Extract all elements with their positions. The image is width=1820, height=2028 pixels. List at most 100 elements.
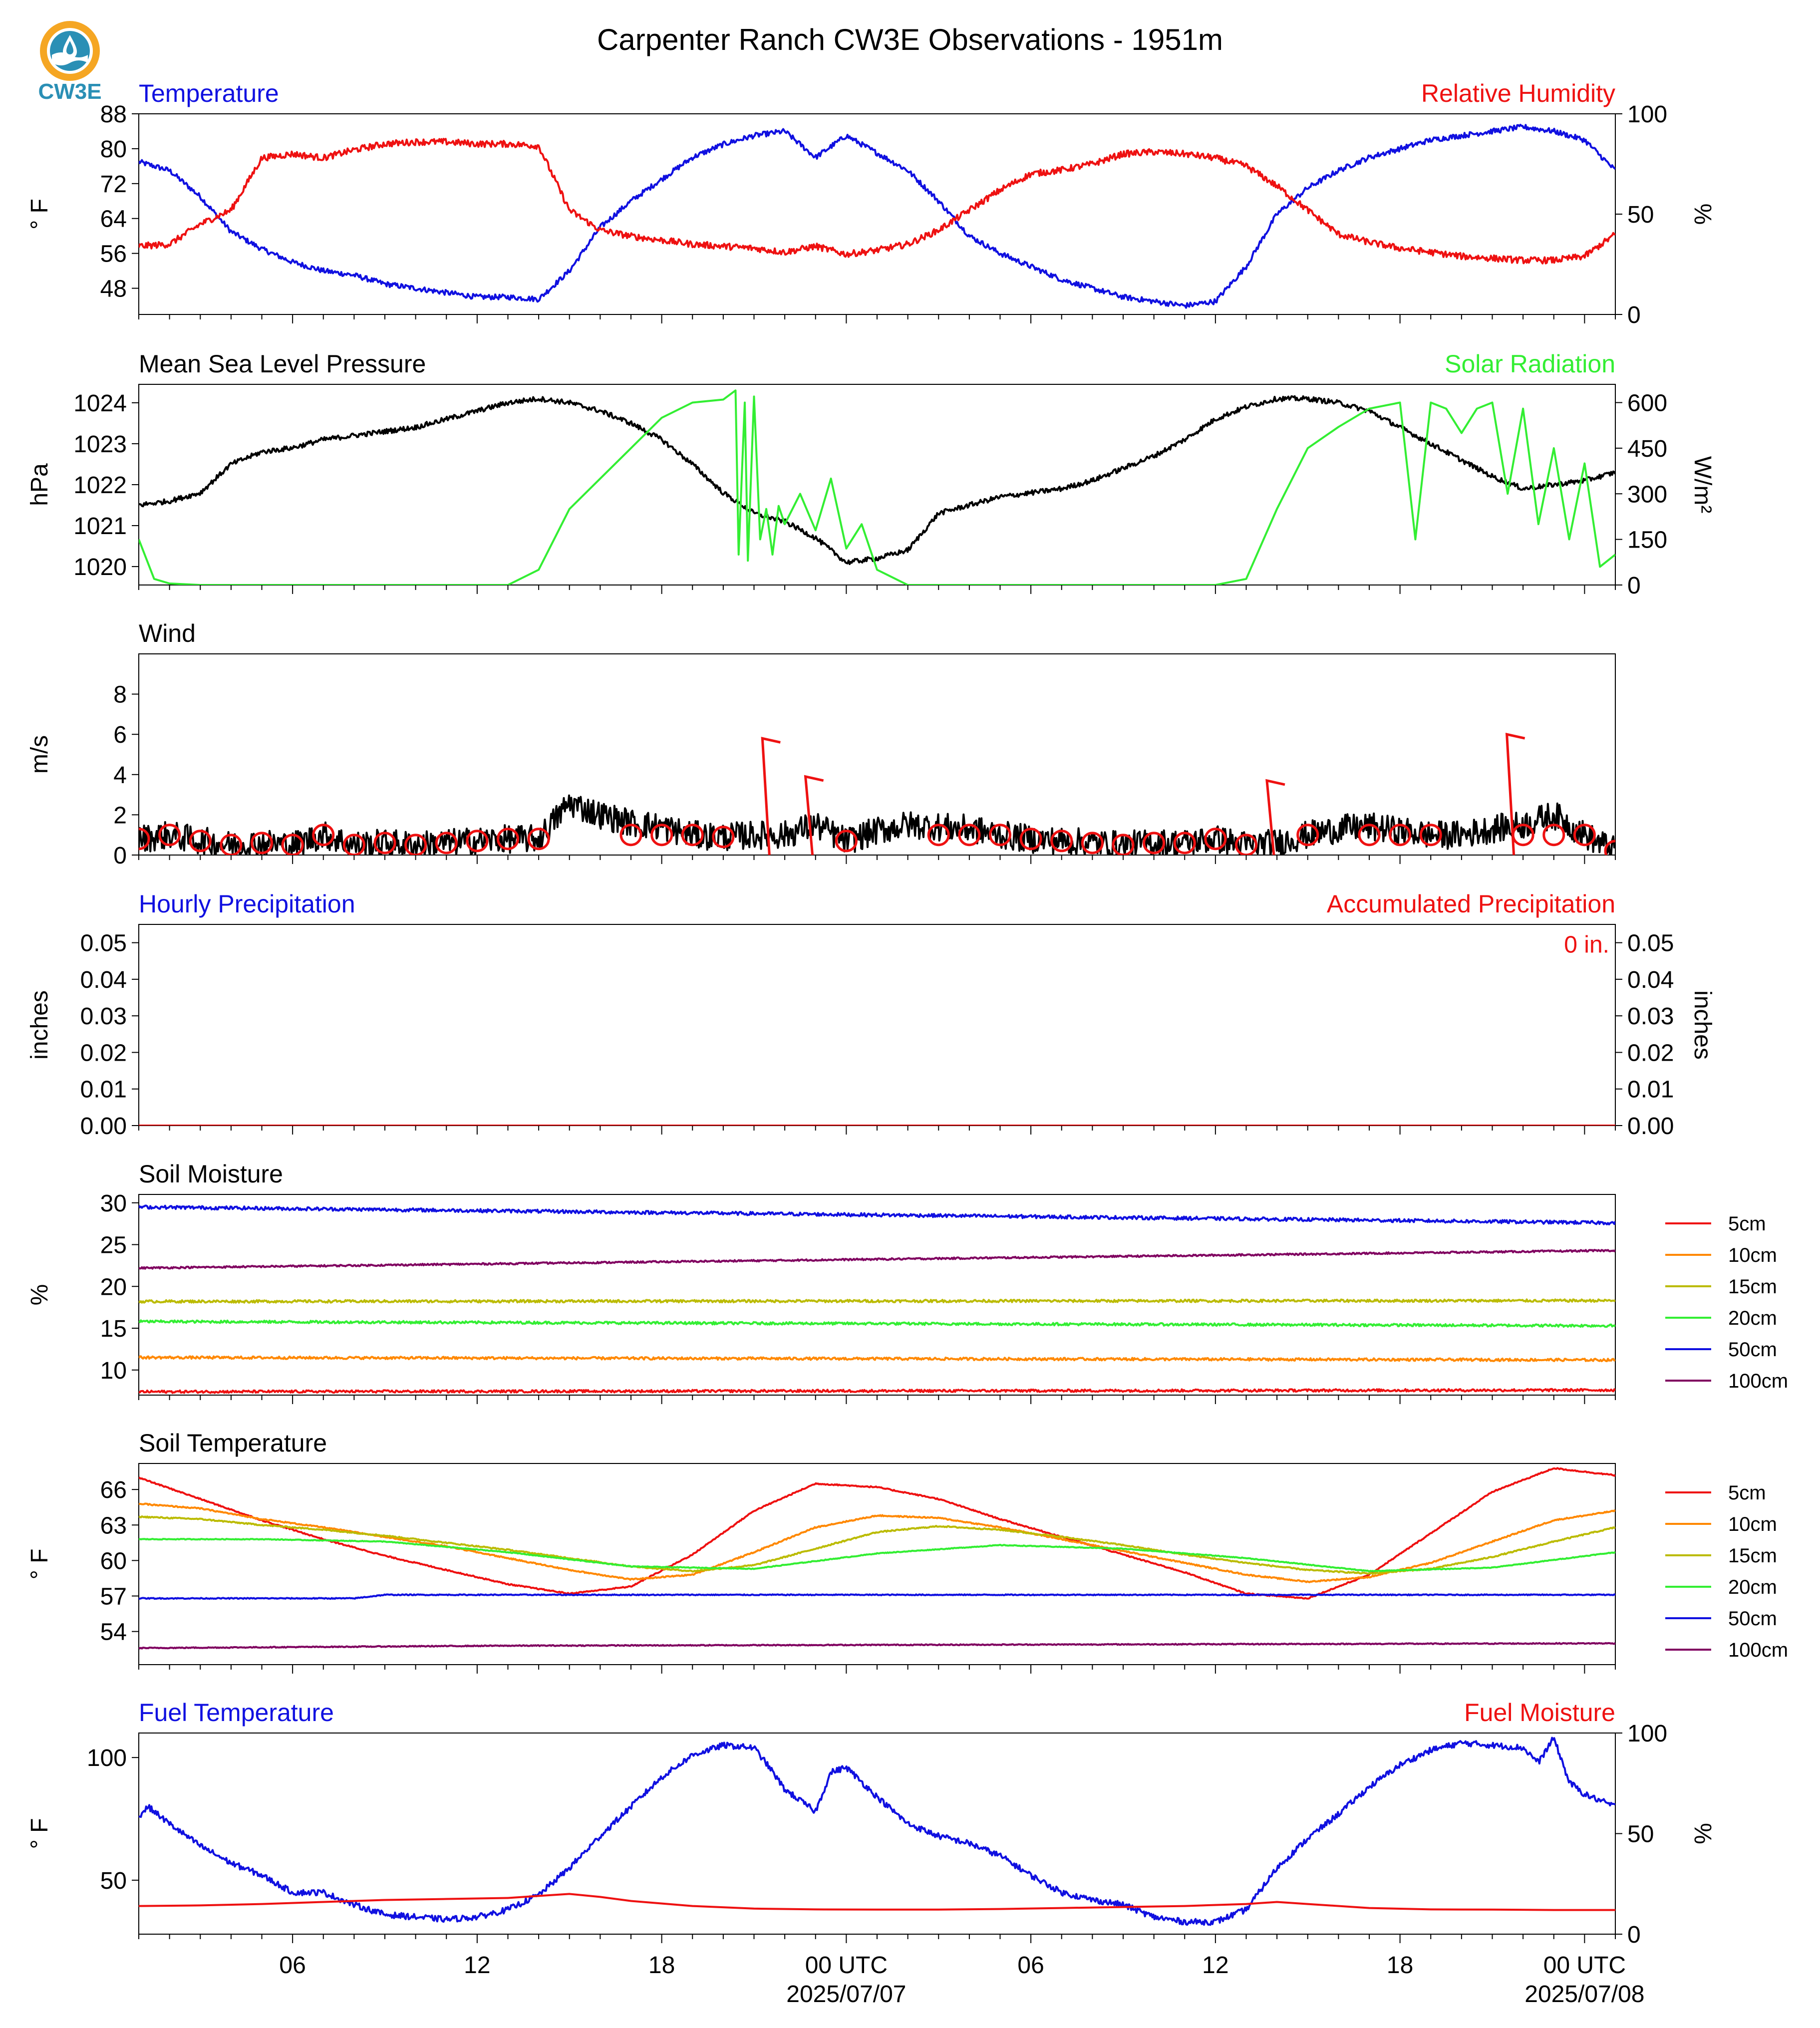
calm-circle [1296, 824, 1319, 847]
panel-title-left: Soil Temperature [139, 1429, 327, 1457]
series-line-100cm [139, 1642, 1615, 1650]
panel-title-left: Soil Moisture [139, 1160, 283, 1188]
series-line-10cm [139, 1355, 1615, 1363]
cw3e-logo-icon: CW3E [38, 21, 102, 104]
calm-circle [158, 824, 181, 847]
series-line-left-0 [139, 1737, 1615, 1926]
y-right-tick-label: 0 [1627, 573, 1641, 599]
panel-precip: 0.00 0.01 0.02 0.03 0.04 0.05 0.00 0.01 0.02 0.03… [26, 890, 1716, 1140]
legend-label: 15cm [1728, 1545, 1777, 1567]
series-line-left-0 [139, 395, 1615, 566]
series-line-15cm [139, 1515, 1615, 1575]
calm-circle [1019, 828, 1042, 851]
y-right-tick-label: 0 [1627, 302, 1641, 328]
panel-pressure_solar: 1020 1021 1022 1023 1024 0 150 300 450 600 hPa W/m²… [26, 350, 1716, 599]
calm-circle [527, 828, 550, 851]
x-tick-label: 12 [1202, 1952, 1228, 1979]
calm-circle [281, 834, 304, 855]
series-line-50cm [139, 1204, 1615, 1225]
y-right-tick-label: 0 [1627, 1922, 1641, 1948]
y-right-tick-label: 0.03 [1627, 1003, 1674, 1030]
x-tick-label: 06 [279, 1952, 305, 1979]
wind-barb [761, 737, 781, 855]
y-right-tick-label: 300 [1627, 481, 1667, 508]
calm-circle [1573, 824, 1596, 847]
y-tick-label: 80 [100, 136, 127, 163]
y-tick-label: 56 [100, 241, 127, 268]
calm-circle [927, 824, 950, 847]
calm-circle [1542, 824, 1565, 847]
x-tick-label: 06 [1017, 1952, 1044, 1979]
y-tick-label: 100 [87, 1745, 127, 1771]
legend-label: 100cm [1728, 1370, 1788, 1392]
calm-circle [1389, 824, 1412, 847]
y-tick-label: 1021 [73, 513, 127, 540]
series-group [139, 389, 1615, 585]
x-tick-label: 00 UTC [1543, 1952, 1626, 1979]
calm-circle [1204, 828, 1227, 851]
y-tick-label: 0 [113, 843, 127, 869]
y-tick-label: 25 [100, 1232, 127, 1259]
panel-title-right: Relative Humidity [1421, 79, 1615, 107]
series-line-left-0 [139, 794, 1615, 855]
y-tick-label: 1023 [73, 431, 127, 458]
series-line-right-1 [139, 389, 1615, 585]
series-line-10cm [139, 1502, 1615, 1583]
wind-barb [1265, 779, 1285, 855]
y-right-tick-label: 100 [1627, 1721, 1667, 1747]
x-date-label: 2025/07/08 [1524, 1981, 1644, 2008]
panel-title-left: Wind [139, 619, 196, 647]
wind-barb [804, 775, 824, 855]
legend-label: 20cm [1728, 1576, 1777, 1598]
y-tick-label: 8 [113, 682, 127, 708]
y-right-tick-label: 0.00 [1627, 1113, 1674, 1140]
y-right-tick-label: 100 [1627, 101, 1667, 128]
calm-circle [619, 824, 642, 847]
y-tick-label: 54 [100, 1619, 127, 1646]
y-tick-label: 2 [113, 802, 127, 829]
y-right-axis-label: W/m² [1689, 456, 1716, 514]
series-line-5cm [139, 1388, 1615, 1394]
panel-title-right: Solar Radiation [1445, 350, 1615, 378]
cw3e-logo: CW3E [25, 15, 115, 105]
series-group [139, 1737, 1615, 1926]
series-group [139, 124, 1615, 309]
y-right-tick-label: 0.02 [1627, 1040, 1674, 1066]
y-tick-label: 0.01 [80, 1077, 127, 1103]
calm-circle [342, 834, 365, 855]
y-tick-label: 57 [100, 1584, 127, 1610]
panel-fuel: 50 100 0 50 100 ° F % Fuel Temperature Fuel Mois… [26, 1699, 1716, 2008]
calm-circle [1235, 834, 1257, 855]
y-axis-label: ° F [26, 199, 53, 230]
y-tick-label: 88 [100, 101, 127, 128]
series-group [139, 1467, 1615, 1650]
y-tick-label: 0.05 [80, 930, 127, 957]
series-line-left-0 [139, 124, 1615, 309]
calm-circle [220, 834, 243, 855]
panel-frame [138, 384, 1616, 585]
panel-title-left: Temperature [139, 79, 279, 107]
panel-frame [138, 113, 1616, 315]
x-tick-label: 18 [648, 1952, 675, 1979]
y-right-tick-label: 0.05 [1627, 930, 1674, 957]
y-tick-label: 20 [100, 1274, 127, 1300]
panel-frame [138, 1463, 1616, 1665]
y-tick-label: 63 [100, 1512, 127, 1539]
y-tick-label: 6 [113, 722, 127, 748]
calm-circle [1358, 824, 1381, 847]
y-axis-label: m/s [26, 735, 53, 774]
calm-circle [404, 834, 427, 855]
y-right-tick-label: 50 [1627, 202, 1654, 228]
y-tick-label: 66 [100, 1477, 127, 1503]
calm-circle [712, 826, 735, 849]
legend-label: 10cm [1728, 1513, 1777, 1535]
y-axis-label: ° F [26, 1818, 53, 1849]
calm-circle [650, 824, 673, 847]
y-right-tick-label: 0.04 [1627, 967, 1674, 993]
panel-soil_temp: 54 57 60 63 66 ° F Soil Temperature 5cm 10cm 15cm… [26, 1429, 1788, 1674]
wind-markers [139, 733, 1615, 855]
y-right-axis-label: % [1689, 1823, 1716, 1844]
y-right-tick-label: 0.01 [1627, 1077, 1674, 1103]
panel-soil_moisture: 10 15 20 25 30% Soil Moisture 5cm 10cm 15cm 20cm 5… [26, 1160, 1788, 1404]
